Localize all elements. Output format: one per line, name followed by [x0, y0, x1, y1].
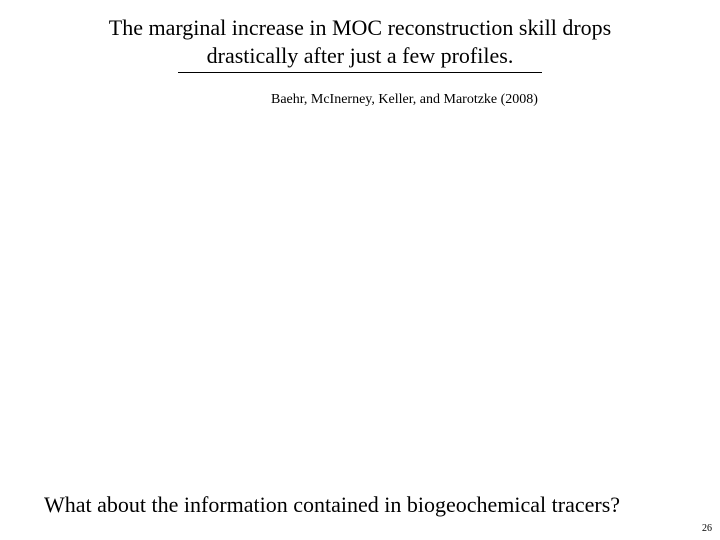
- bottom-question: What about the information contained in …: [44, 492, 620, 518]
- slide-title: The marginal increase in MOC reconstruct…: [0, 14, 720, 69]
- citation-text: Baehr, McInerney, Keller, and Marotzke (…: [271, 92, 538, 109]
- slide-title-line2: drastically after just a few profiles.: [207, 43, 514, 68]
- slide: The marginal increase in MOC reconstruct…: [0, 0, 720, 540]
- slide-title-line1: The marginal increase in MOC reconstruct…: [109, 15, 611, 40]
- page-number: 26: [702, 523, 712, 534]
- title-underline: [178, 72, 542, 73]
